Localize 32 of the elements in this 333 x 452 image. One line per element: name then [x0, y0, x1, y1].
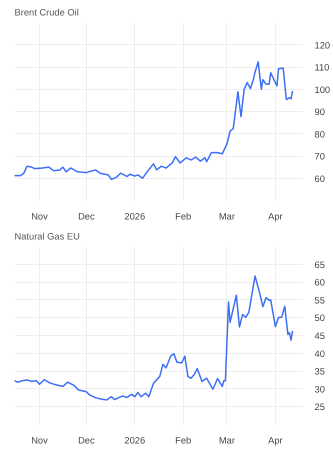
y-tick-label: 45: [314, 331, 325, 341]
y-tick-label: 35: [314, 366, 325, 377]
x-tick-label: Dec: [78, 212, 95, 222]
y-tick-label: 55: [314, 295, 325, 306]
y-tick-label: 100: [314, 84, 330, 95]
y-tick-label: 30: [314, 384, 325, 394]
y-tick-label: 80: [314, 129, 325, 140]
y-tick-label: 50: [314, 313, 325, 324]
line-series: [14, 275, 294, 401]
y-tick-label: 120: [314, 40, 330, 50]
y-tick-label: 40: [314, 348, 325, 359]
y-tick-label: 70: [314, 152, 325, 162]
x-tick-label: Dec: [78, 436, 95, 446]
x-tick-label: Feb: [175, 212, 192, 222]
line-series: [14, 61, 294, 180]
y-tick-label: 65: [314, 260, 325, 270]
y-tick-label: 60: [314, 174, 325, 184]
y-tick-label: 60: [314, 278, 325, 288]
x-tick-label: 2026: [124, 212, 146, 222]
y-tick-label: 110: [314, 62, 330, 72]
y-tick-label: 90: [314, 107, 325, 117]
x-tick-label: Mar: [218, 212, 235, 222]
x-tick-label: Apr: [268, 212, 283, 222]
x-tick-label: Nov: [31, 212, 48, 222]
chart-title: Brent Crude Oil: [14, 8, 79, 18]
x-tick-label: Nov: [31, 436, 48, 446]
x-tick-label: Mar: [218, 436, 235, 446]
y-tick-label: 25: [314, 402, 325, 412]
chart-title: Natural Gas EU: [14, 232, 80, 242]
x-tick-label: Apr: [268, 436, 283, 446]
x-tick-label: 2026: [124, 436, 146, 446]
x-tick-label: Feb: [175, 436, 192, 446]
